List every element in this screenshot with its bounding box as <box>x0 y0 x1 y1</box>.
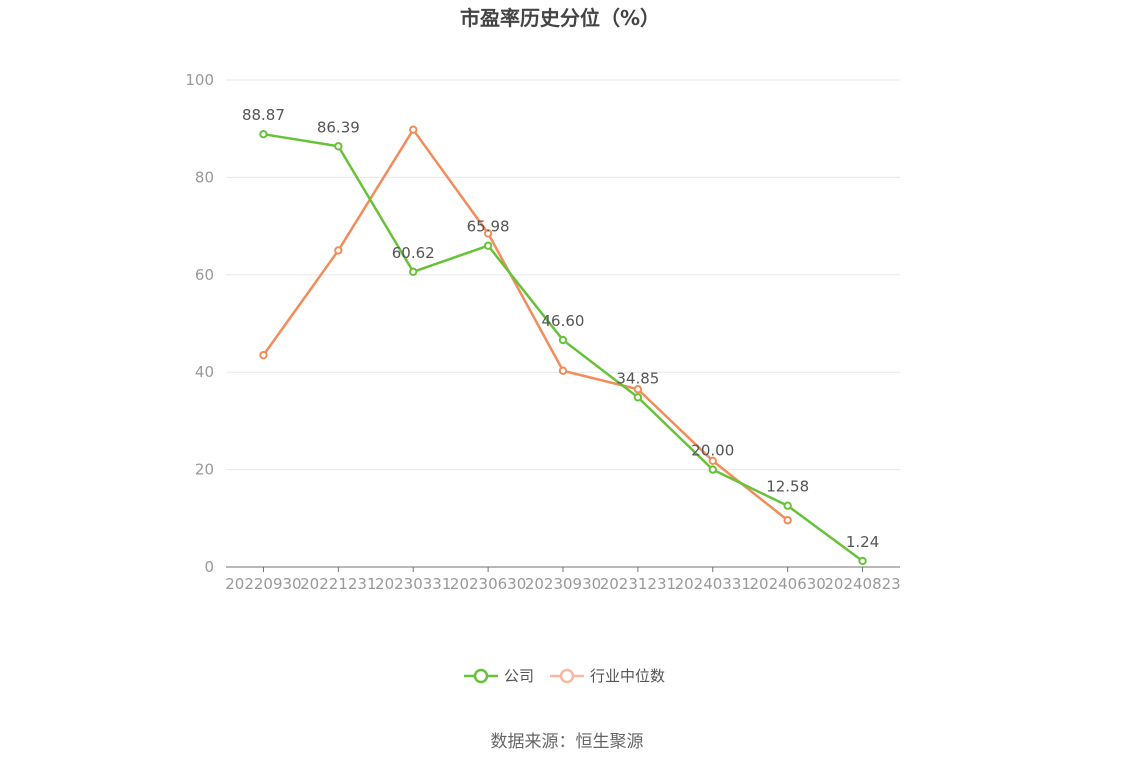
data-point[interactable] <box>708 465 717 474</box>
data-label: 65.98 <box>467 218 510 236</box>
data-point[interactable] <box>409 125 418 134</box>
data-label: 60.62 <box>392 244 435 262</box>
data-label: 12.58 <box>766 478 809 496</box>
grid-lines <box>226 79 900 471</box>
data-point[interactable] <box>483 241 493 250</box>
x-tick-label: 20230930 <box>525 575 601 593</box>
y-axis-ticks: 0 20 40 60 80 100 <box>185 71 214 576</box>
x-tick-label: 20240331 <box>675 575 751 593</box>
data-point[interactable] <box>409 267 418 276</box>
y-tick-label: 100 <box>185 71 214 89</box>
data-point[interactable] <box>633 393 643 402</box>
y-tick-label: 60 <box>195 266 214 284</box>
series-line <box>262 128 789 522</box>
x-tick-label: 20240630 <box>749 575 825 593</box>
y-tick-label: 0 <box>204 558 214 576</box>
data-label: 46.60 <box>542 312 585 330</box>
legend-marker-icon <box>559 668 575 684</box>
data-point[interactable] <box>558 335 568 345</box>
data-label: 88.87 <box>242 106 285 124</box>
data-point[interactable] <box>334 142 343 151</box>
y-tick-label: 80 <box>195 168 214 186</box>
data-point[interactable] <box>783 501 792 510</box>
legend-item-1[interactable]: 行业中位数 <box>550 667 665 685</box>
data-label: 20.00 <box>691 442 734 460</box>
data-point[interactable] <box>334 246 343 255</box>
data-point[interactable] <box>259 130 268 139</box>
legend-label: 公司 <box>504 667 534 685</box>
x-tick-label: 20221231 <box>300 575 376 593</box>
x-tick-label: 20230630 <box>450 575 526 593</box>
data-label: 86.39 <box>317 118 360 136</box>
data-point[interactable] <box>858 556 867 566</box>
legend-item-0[interactable]: 公司 <box>464 667 534 685</box>
legend-label: 行业中位数 <box>590 667 665 685</box>
data-point[interactable] <box>633 385 643 394</box>
y-tick-label: 40 <box>195 363 214 381</box>
legend[interactable]: 公司 行业中位数 <box>464 667 665 685</box>
series-line <box>263 132 864 562</box>
series-1 <box>259 125 792 525</box>
data-point[interactable] <box>708 456 717 466</box>
data-label: 1.24 <box>846 533 879 551</box>
series-layer: 88.87 86.39 60.62 65.98 46.60 34.85 20.00 12.58… <box>242 106 879 566</box>
data-point[interactable] <box>783 516 792 525</box>
chart-title: 市盈率历史分位（%） <box>460 6 660 30</box>
legend-marker-icon <box>473 668 489 684</box>
data-source: 数据来源：恒生聚源 <box>491 732 644 752</box>
series-0 <box>259 130 867 566</box>
data-point[interactable] <box>259 350 268 360</box>
x-axis: 2022093020221231202303312023063020230930… <box>225 566 901 593</box>
x-tick-label: 20240823 <box>824 575 900 593</box>
data-point[interactable] <box>483 229 493 238</box>
y-tick-label: 20 <box>195 461 214 479</box>
x-tick-label: 20231231 <box>600 575 676 593</box>
x-tick-label: 20230331 <box>375 575 451 593</box>
x-tick-label: 20220930 <box>225 575 301 593</box>
data-label: 34.85 <box>616 369 659 387</box>
data-point[interactable] <box>558 366 568 375</box>
